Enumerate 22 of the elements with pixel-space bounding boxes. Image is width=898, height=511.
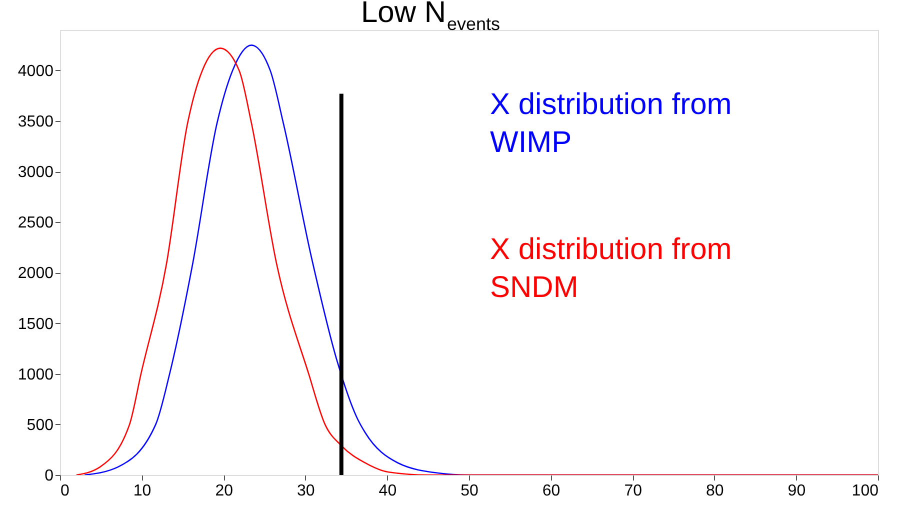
y-tick-label: 1500 [18, 316, 54, 333]
x-tick-label: 20 [215, 482, 234, 500]
x-tick-label: 50 [460, 482, 478, 500]
x-tick-label: 30 [297, 482, 315, 500]
y-tick-label: 2500 [18, 214, 54, 232]
text: X distribution from WIMP [490, 88, 732, 159]
x-tick-label: 0 [60, 482, 70, 500]
y-tick-label: 0 [44, 468, 54, 484]
x-tick-label: 90 [788, 482, 806, 500]
y-tick-label: 4000 [18, 62, 54, 80]
x-tick-label: 10 [133, 482, 152, 500]
y-tick-label: 3500 [18, 114, 54, 131]
x-tick-label: 60 [542, 482, 560, 500]
x-tick-label: 80 [706, 482, 724, 500]
y-tick-label: 3000 [18, 164, 54, 182]
text: X distribution from SNDM [490, 233, 732, 304]
x-tick-label: 40 [378, 482, 397, 500]
y-tick-label: 2000 [18, 265, 54, 282]
x-tick-label: 100 [852, 482, 879, 500]
y-tick-label: 500 [26, 416, 54, 434]
y-tick-label: 1000 [18, 366, 54, 384]
x-tick-label: 70 [624, 482, 642, 500]
